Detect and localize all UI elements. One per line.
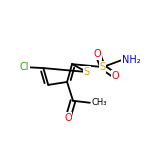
Text: CH₃: CH₃: [91, 98, 107, 107]
Text: NH₂: NH₂: [122, 55, 140, 65]
Text: S: S: [84, 67, 90, 77]
Text: S: S: [100, 62, 106, 72]
Text: O: O: [64, 113, 72, 123]
Text: O: O: [112, 71, 119, 81]
Text: Cl: Cl: [20, 62, 29, 72]
Text: O: O: [94, 49, 102, 59]
